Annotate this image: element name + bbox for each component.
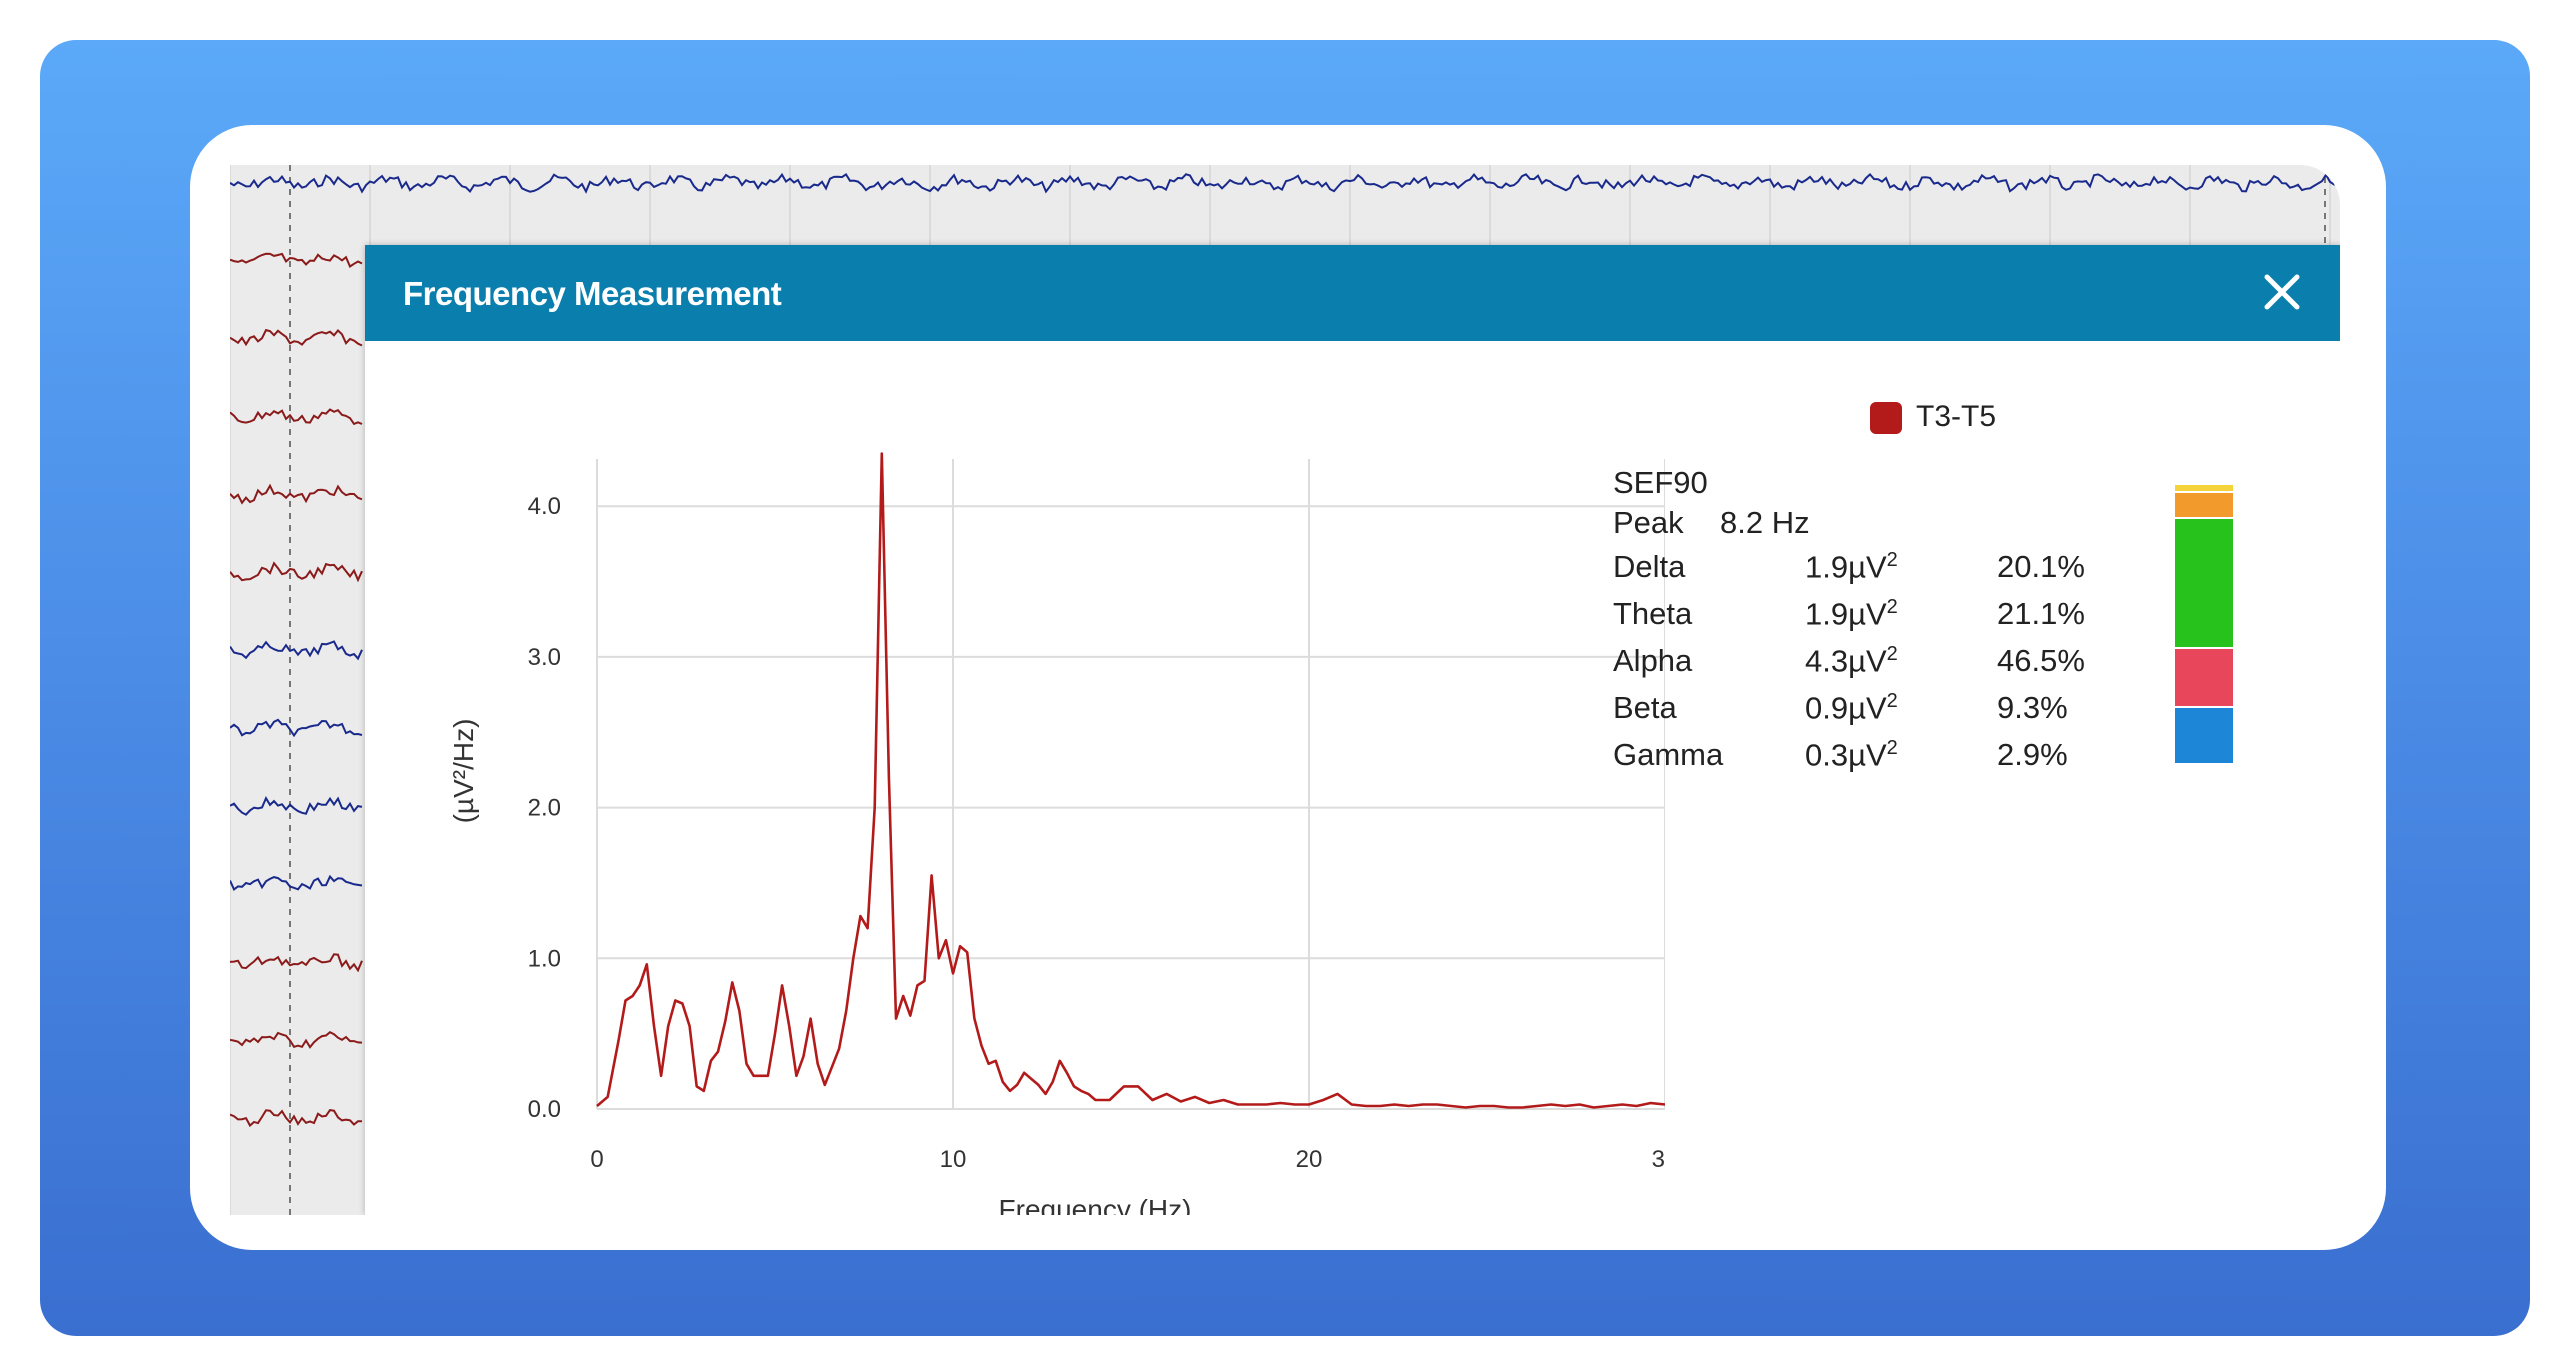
x-axis-ticks: 0 10 20 30 xyxy=(590,1146,1665,1173)
eeg-trace xyxy=(230,953,363,973)
y-axis-label: (µV²/Hz) xyxy=(448,719,479,824)
spectrum-chart: 0.0 1.0 2.0 3.0 4.0 0 10 20 30 (µV²/Hz) Frequen… xyxy=(448,452,1665,1215)
dialog-title: Frequency Measurement xyxy=(403,275,782,312)
band-name: Alpha xyxy=(1613,643,1693,678)
band-segment-alpha xyxy=(2175,519,2233,648)
band-power-value: 1.9µV xyxy=(1805,549,1887,585)
band-segment-delta xyxy=(2175,708,2233,763)
legend-swatch xyxy=(1870,402,1902,434)
band-power: 1.9µV2 xyxy=(1805,596,1898,632)
eeg-trace xyxy=(230,718,363,738)
band-name: Beta xyxy=(1613,690,1677,725)
series-line-t3-t5 xyxy=(596,452,1665,1109)
peak-label: Peak xyxy=(1613,505,1684,540)
x-tick-label: 0 xyxy=(590,1146,603,1173)
band-name: Gamma xyxy=(1613,737,1724,772)
band-segment-theta xyxy=(2175,649,2233,707)
x-tick-label: 30 xyxy=(1652,1146,1665,1173)
band-power-value: 4.3µV xyxy=(1805,643,1887,679)
y-tick-label: 1.0 xyxy=(528,945,561,972)
power-exponent: 2 xyxy=(1886,737,1898,759)
x-axis-label: Frequency (Hz) xyxy=(999,1194,1192,1215)
close-icon[interactable] xyxy=(2257,267,2307,317)
y-tick-label: 0.0 xyxy=(528,1096,561,1123)
eeg-trace xyxy=(230,561,363,583)
band-percent: 46.5% xyxy=(1997,643,2085,678)
band-segment-gamma xyxy=(2175,485,2233,492)
y-tick-label: 2.0 xyxy=(528,795,561,822)
eeg-trace xyxy=(230,1109,362,1128)
y-axis-ticks: 0.0 1.0 2.0 3.0 4.0 xyxy=(528,493,561,1123)
band-power: 0.9µV2 xyxy=(1805,690,1898,726)
band-percent: 2.9% xyxy=(1997,737,2068,772)
band-power-value: 1.9µV xyxy=(1805,596,1887,632)
band-power: 4.3µV2 xyxy=(1805,643,1898,679)
legend-label: T3-T5 xyxy=(1916,400,1997,433)
frequency-measurement-dialog: Frequency Measurement 0.0 1.0 2.0 3.0 4.0 0 1… xyxy=(365,245,2340,1215)
eeg-trace xyxy=(230,252,363,269)
dialog-header: Frequency Measurement xyxy=(365,245,2340,341)
eeg-trace xyxy=(230,408,363,426)
band-distribution-bar xyxy=(2175,485,2233,765)
eeg-trace xyxy=(230,796,363,816)
power-exponent: 2 xyxy=(1886,596,1898,618)
band-name: Delta xyxy=(1613,549,1686,584)
eeg-viewer: Frequency Measurement 0.0 1.0 2.0 3.0 4.0 0 1… xyxy=(230,165,2340,1215)
screenshot-card: Frequency Measurement 0.0 1.0 2.0 3.0 4.0 0 1… xyxy=(190,125,2386,1250)
band-power-value: 0.9µV xyxy=(1805,690,1887,726)
band-power: 0.3µV2 xyxy=(1805,737,1898,773)
band-power: 1.9µV2 xyxy=(1805,549,1898,585)
eeg-trace xyxy=(230,483,363,505)
band-percent: 20.1% xyxy=(1997,549,2085,584)
band-power-value: 0.3µV xyxy=(1805,737,1887,773)
band-percent: 21.1% xyxy=(1997,596,2085,631)
x-tick-label: 20 xyxy=(1296,1146,1323,1173)
eeg-trace xyxy=(230,328,363,347)
peak-value: 8.2 Hz xyxy=(1720,505,1810,540)
x-tick-label: 10 xyxy=(940,1146,967,1173)
power-exponent: 2 xyxy=(1886,549,1898,571)
power-exponent: 2 xyxy=(1886,690,1898,712)
chart-grid xyxy=(596,459,1665,1110)
eeg-trace xyxy=(230,640,363,661)
y-tick-label: 4.0 xyxy=(528,493,561,520)
eeg-trace xyxy=(230,172,2339,194)
eeg-trace xyxy=(230,874,363,891)
sef90-label: SEF90 xyxy=(1613,465,1708,500)
band-segment-beta xyxy=(2175,493,2233,518)
eeg-trace xyxy=(230,1031,363,1049)
band-name: Theta xyxy=(1613,596,1693,631)
power-exponent: 2 xyxy=(1886,643,1898,665)
band-percent: 9.3% xyxy=(1997,690,2068,725)
y-tick-label: 3.0 xyxy=(528,644,561,671)
